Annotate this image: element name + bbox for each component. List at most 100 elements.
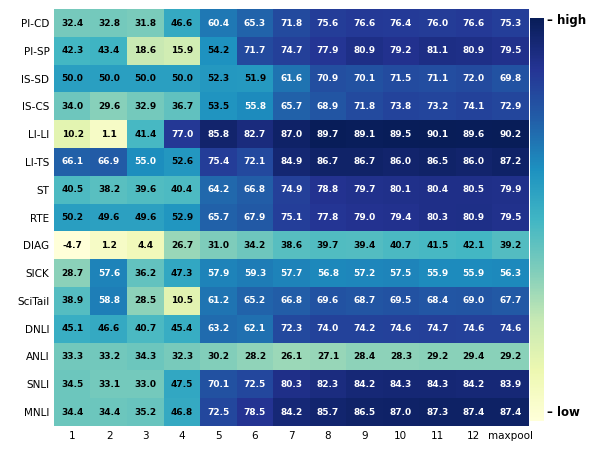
- Text: 55.9: 55.9: [463, 269, 485, 278]
- Text: 89.5: 89.5: [390, 130, 412, 139]
- Text: 36.2: 36.2: [135, 269, 156, 278]
- Text: 49.6: 49.6: [98, 213, 120, 222]
- Text: 90.2: 90.2: [499, 130, 521, 139]
- Text: 47.3: 47.3: [171, 269, 193, 278]
- Text: 52.3: 52.3: [207, 74, 230, 83]
- Text: 65.3: 65.3: [244, 19, 266, 27]
- Text: 67.7: 67.7: [499, 296, 521, 305]
- Text: 1.1: 1.1: [101, 130, 117, 139]
- Text: 41.5: 41.5: [426, 241, 448, 250]
- Text: 79.0: 79.0: [353, 213, 376, 222]
- Text: 32.4: 32.4: [62, 19, 84, 27]
- Text: 40.7: 40.7: [135, 324, 156, 333]
- Text: 63.2: 63.2: [207, 324, 230, 333]
- Text: 71.8: 71.8: [280, 19, 303, 27]
- Text: 78.5: 78.5: [244, 408, 266, 416]
- Text: -4.7: -4.7: [63, 241, 83, 250]
- Text: 65.7: 65.7: [207, 213, 230, 222]
- Text: 75.4: 75.4: [207, 158, 230, 166]
- Text: 28.2: 28.2: [244, 352, 266, 361]
- Text: 60.4: 60.4: [207, 19, 230, 27]
- Text: 59.3: 59.3: [244, 269, 266, 278]
- Text: 90.1: 90.1: [426, 130, 448, 139]
- Text: 28.4: 28.4: [353, 352, 376, 361]
- Text: 89.1: 89.1: [353, 130, 376, 139]
- Text: 55.9: 55.9: [426, 269, 448, 278]
- Text: 87.4: 87.4: [463, 408, 485, 416]
- Text: 28.7: 28.7: [62, 269, 84, 278]
- Text: 75.3: 75.3: [499, 19, 521, 27]
- Text: 74.6: 74.6: [390, 324, 412, 333]
- Text: 39.6: 39.6: [135, 185, 156, 194]
- Text: 87.0: 87.0: [280, 130, 303, 139]
- Text: 73.8: 73.8: [390, 102, 412, 111]
- Text: 61.6: 61.6: [280, 74, 303, 83]
- Text: 54.2: 54.2: [207, 46, 230, 55]
- Text: 77.9: 77.9: [316, 46, 339, 55]
- Text: 77.0: 77.0: [171, 130, 193, 139]
- Text: 86.0: 86.0: [390, 158, 412, 166]
- Text: 72.5: 72.5: [244, 380, 266, 389]
- Text: 87.4: 87.4: [499, 408, 521, 416]
- Text: 33.1: 33.1: [98, 380, 120, 389]
- Text: 45.1: 45.1: [62, 324, 84, 333]
- Text: 46.6: 46.6: [171, 19, 193, 27]
- Text: 80.5: 80.5: [463, 185, 485, 194]
- Text: 86.5: 86.5: [353, 408, 376, 416]
- Text: 66.9: 66.9: [98, 158, 120, 166]
- Text: 35.2: 35.2: [135, 408, 156, 416]
- Text: 84.9: 84.9: [280, 158, 303, 166]
- Text: 71.5: 71.5: [390, 74, 412, 83]
- Text: 76.6: 76.6: [353, 19, 376, 27]
- Text: 46.8: 46.8: [171, 408, 193, 416]
- Text: 50.0: 50.0: [171, 74, 193, 83]
- Text: 68.7: 68.7: [353, 296, 376, 305]
- Text: 42.1: 42.1: [463, 241, 485, 250]
- Text: 84.2: 84.2: [463, 380, 485, 389]
- Text: 68.9: 68.9: [316, 102, 339, 111]
- Text: 52.6: 52.6: [171, 158, 193, 166]
- Text: 85.8: 85.8: [207, 130, 230, 139]
- Text: 57.6: 57.6: [98, 269, 120, 278]
- Text: 29.2: 29.2: [499, 352, 521, 361]
- Text: 76.6: 76.6: [463, 19, 485, 27]
- Text: 41.4: 41.4: [134, 130, 156, 139]
- Text: 69.6: 69.6: [316, 296, 339, 305]
- Text: 47.5: 47.5: [171, 380, 193, 389]
- Text: 30.2: 30.2: [208, 352, 230, 361]
- Text: 86.0: 86.0: [463, 158, 485, 166]
- Text: 1.2: 1.2: [101, 241, 117, 250]
- Text: 80.1: 80.1: [390, 185, 412, 194]
- Text: 87.3: 87.3: [426, 408, 448, 416]
- Text: 34.2: 34.2: [244, 241, 266, 250]
- Text: 74.6: 74.6: [499, 324, 521, 333]
- Text: 51.9: 51.9: [244, 74, 266, 83]
- Text: 57.7: 57.7: [280, 269, 303, 278]
- Text: 77.8: 77.8: [316, 213, 339, 222]
- Text: 33.0: 33.0: [135, 380, 156, 389]
- Text: 40.5: 40.5: [62, 185, 84, 194]
- Text: 65.7: 65.7: [280, 102, 303, 111]
- Text: 74.9: 74.9: [280, 185, 303, 194]
- Text: 34.4: 34.4: [98, 408, 120, 416]
- Text: 27.1: 27.1: [316, 352, 339, 361]
- Text: 79.5: 79.5: [499, 213, 521, 222]
- Text: 74.2: 74.2: [353, 324, 376, 333]
- Text: 49.6: 49.6: [134, 213, 156, 222]
- Text: 45.4: 45.4: [171, 324, 193, 333]
- Text: 34.0: 34.0: [62, 102, 84, 111]
- Text: 58.8: 58.8: [98, 296, 120, 305]
- Text: 52.9: 52.9: [171, 213, 193, 222]
- Text: 80.3: 80.3: [426, 213, 448, 222]
- Text: 79.4: 79.4: [390, 213, 412, 222]
- Text: 26.7: 26.7: [171, 241, 193, 250]
- Text: 76.0: 76.0: [426, 19, 448, 27]
- Text: 74.7: 74.7: [426, 324, 449, 333]
- Text: 73.2: 73.2: [426, 102, 448, 111]
- Text: 80.4: 80.4: [426, 185, 448, 194]
- Text: 71.1: 71.1: [426, 74, 448, 83]
- Text: 33.3: 33.3: [62, 352, 84, 361]
- Text: 74.7: 74.7: [280, 46, 303, 55]
- Text: 39.4: 39.4: [353, 241, 376, 250]
- Text: 57.5: 57.5: [390, 269, 412, 278]
